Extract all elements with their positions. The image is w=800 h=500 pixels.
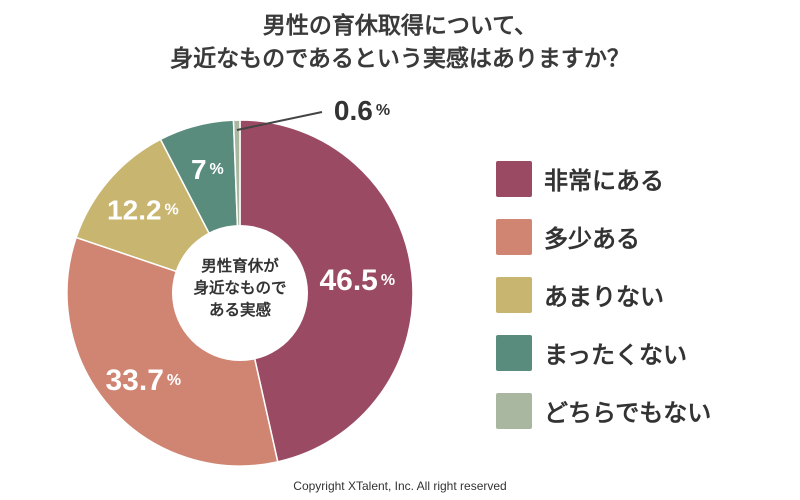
legend-swatch	[496, 218, 532, 255]
data-label-value: 7	[191, 154, 207, 185]
pie-labels: 46.5 %33.7 %12.2 %7 %0.6%	[105, 95, 395, 397]
data-label-value: 12.2	[107, 194, 162, 225]
data-label-unit: %	[210, 161, 224, 178]
legend-swatch	[496, 160, 532, 197]
donut-center-label: 男性育休が 身近なもので ある実感	[178, 255, 302, 321]
data-label-value: 33.7	[105, 363, 163, 396]
legend-swatch	[496, 276, 532, 313]
pie-slice-1	[239, 119, 414, 463]
chart-title-line-1: 男性の育休取得について、	[262, 13, 538, 39]
data-label-unit: %	[167, 371, 181, 388]
legend-item-3: あまりない	[496, 276, 711, 313]
chart-title: 男性の育休取得について、 身近なものであるという実感はありますか？	[0, 10, 800, 76]
legend-label: 非常にある	[544, 167, 664, 195]
data-label-value: 0.6	[334, 95, 373, 126]
legend-item-1: 非常にある	[496, 160, 711, 197]
data-label-value: 46.5	[319, 264, 377, 297]
leader-line	[236, 111, 323, 132]
legend-item-5: どちらでもない	[496, 392, 711, 429]
data-label-5: 0.6%	[334, 95, 390, 126]
legend-label: どちらでもない	[544, 399, 712, 427]
chart-title-line-2: 身近なものであるという実感はありますか？	[170, 46, 630, 72]
data-label-1: 46.5%	[319, 264, 395, 297]
center-label-line-3: ある実感	[208, 301, 271, 319]
data-label-3: 12.2%	[107, 194, 179, 225]
copyright-footer: Copyright XTalent, Inc. All right reserv…	[293, 479, 507, 493]
data-label-unit: %	[376, 102, 390, 119]
legend-label: まったくない	[544, 341, 688, 369]
pie-slices	[66, 119, 414, 467]
chart-legend: 非常にある多少あるあまりないまったくない どちらでもない	[496, 160, 711, 450]
data-label-unit: %	[381, 272, 395, 289]
center-label-line-2: 身近なもので	[193, 279, 287, 297]
center-label-line-1: 男性育休が	[201, 257, 279, 275]
legend-swatch	[496, 334, 532, 371]
data-label-unit: %	[165, 201, 179, 218]
legend-label: 多少ある	[544, 225, 640, 253]
data-label-4: 7%	[191, 154, 224, 185]
legend-item-2: 多少ある	[496, 218, 711, 255]
legend-item-4: まったくない	[496, 334, 711, 371]
donut-hole	[172, 225, 308, 361]
data-label-2: 33.7%	[105, 363, 181, 396]
legend-swatch	[496, 392, 532, 429]
legend-label: あまりない	[544, 283, 664, 311]
